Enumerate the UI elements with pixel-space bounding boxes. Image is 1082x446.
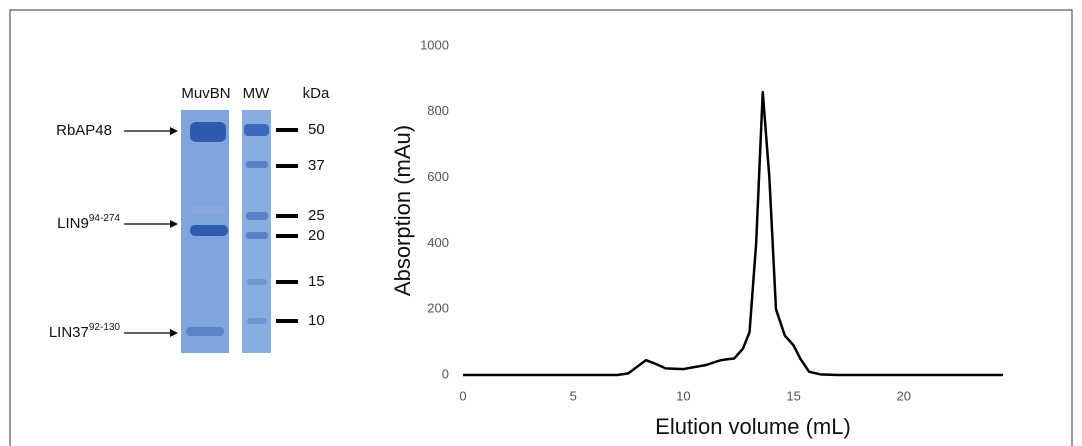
arrow-head xyxy=(170,220,178,228)
line-series xyxy=(463,92,1003,375)
gel-band xyxy=(247,279,267,285)
gel-band xyxy=(192,206,226,214)
y-tick-label: 1000 xyxy=(420,37,449,52)
arrow-head xyxy=(170,329,178,337)
gel-lane xyxy=(242,110,271,353)
x-tick-label: 15 xyxy=(786,388,800,403)
band-name: LIN37 xyxy=(49,324,89,341)
lane-label: MuvBN xyxy=(181,85,230,102)
gel-band xyxy=(247,318,267,324)
marker-label: 15 xyxy=(308,273,325,290)
frame xyxy=(10,10,1072,446)
x-tick-label: 10 xyxy=(676,388,690,403)
y-tick-label: 600 xyxy=(427,169,449,184)
band-label: LIN994-274 xyxy=(57,213,120,232)
marker-label: 50 xyxy=(308,121,325,138)
marker-label: 25 xyxy=(308,207,325,224)
gel-band xyxy=(246,161,268,168)
arrow-head xyxy=(170,127,178,135)
gel-band xyxy=(190,122,226,142)
figure: MuvBNMWkDa503725201510RbAP48LIN994-274LI… xyxy=(0,0,1082,446)
band-name: RbAP48 xyxy=(56,122,112,139)
gel-band xyxy=(190,225,228,236)
band-name: LIN9 xyxy=(57,215,89,232)
unit-label: kDa xyxy=(303,85,330,102)
x-tick-label: 20 xyxy=(897,388,911,403)
y-tick-label: 0 xyxy=(442,366,449,381)
band-label: LIN3792-130 xyxy=(49,322,121,341)
gel-band xyxy=(244,124,269,136)
y-tick-label: 200 xyxy=(427,301,449,316)
gel-band xyxy=(186,327,224,336)
y-tick-label: 400 xyxy=(427,235,449,250)
band-superscript: 94-274 xyxy=(89,213,121,224)
y-axis-title: Absorption (mAu) xyxy=(390,125,415,296)
gel-band xyxy=(246,212,268,220)
lane-label: MW xyxy=(243,85,270,102)
y-tick-label: 800 xyxy=(427,103,449,118)
marker-label: 10 xyxy=(308,312,325,329)
band-superscript: 92-130 xyxy=(89,322,121,333)
gel-band xyxy=(246,232,268,239)
x-tick-label: 0 xyxy=(459,388,466,403)
band-label: RbAP48 xyxy=(56,122,112,139)
marker-label: 20 xyxy=(308,227,325,244)
x-axis-title: Elution volume (mL) xyxy=(655,414,851,439)
x-tick-label: 5 xyxy=(570,388,577,403)
chromatogram: 0 200 400 600 800 1000 0 5 10 15 20 Elution volume … xyxy=(390,37,1003,438)
marker-label: 37 xyxy=(308,157,325,174)
